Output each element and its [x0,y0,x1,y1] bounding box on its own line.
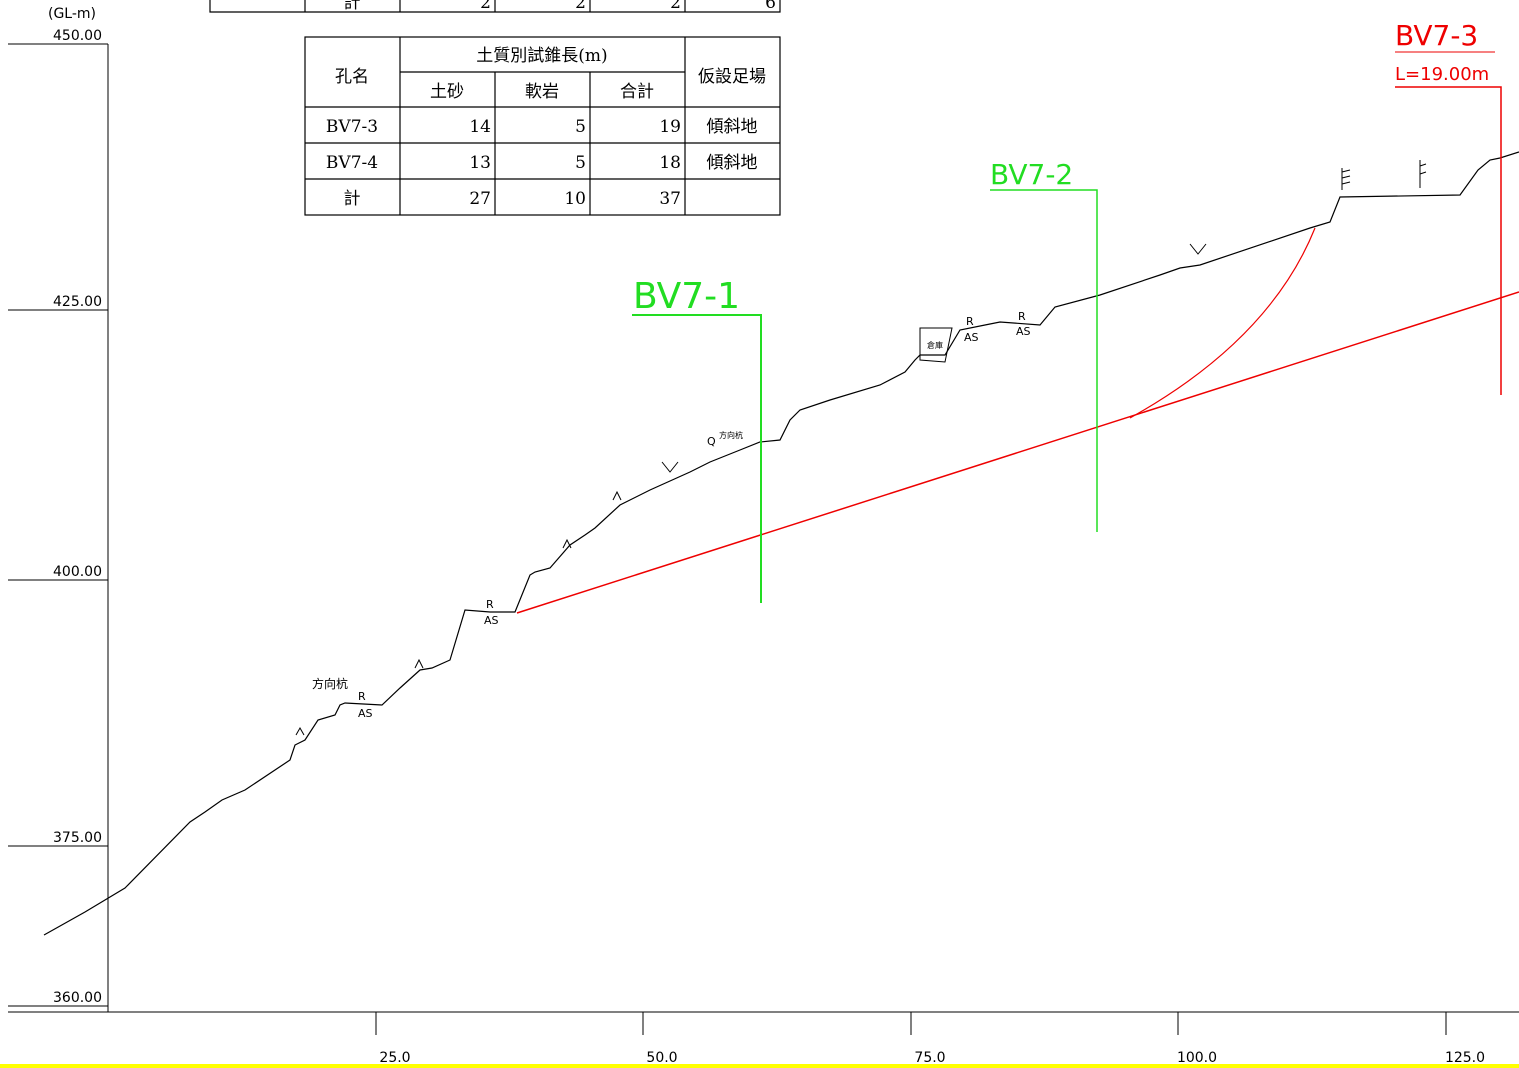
table-cell: 19 [659,117,681,137]
distance-label: 25.0 [379,1050,410,1066]
terrain-label: 方向杭 [312,676,348,691]
axes [8,44,1519,1013]
distance-label: 100.0 [1177,1050,1217,1066]
distance-label: 50.0 [646,1050,677,1066]
table-cell: 計 [344,0,361,13]
table-cell: 6 [765,0,776,13]
terrain-label: R [486,598,494,611]
table-cell: 計 [344,189,361,209]
table-cell: BV7-4 [326,153,378,173]
table-cell: 14 [469,117,491,137]
ground-line [43,151,1519,936]
elevation-label: 450.00 [53,28,102,44]
terrain-label: AS [964,331,979,344]
bedrock-line [516,291,1519,614]
table-cell: 5 [575,117,586,137]
table-cell: 傾斜地 [707,117,758,137]
distance-label: 125.0 [1445,1050,1485,1066]
axis-unit: (GL-m) [48,6,96,22]
table-header: 仮設足場 [698,67,766,87]
borehole-length: L=19.00m [1395,64,1489,85]
warehouse [919,327,953,363]
table-cell: 37 [659,189,681,209]
terrain-label: 方向杭 [719,430,743,440]
elevation-label: 425.00 [53,294,102,310]
table-cell: 27 [469,189,491,209]
terrain-label: R [358,690,366,703]
elevation-label: 375.00 [53,830,102,846]
table-cell: 10 [564,189,586,209]
table-cell: 18 [659,153,681,173]
table-cell: 2 [670,0,681,13]
table-header: 孔名 [335,67,369,87]
table-cell: 13 [469,153,491,173]
borehole-name: BV7-2 [990,158,1073,191]
distance-label: 75.0 [914,1050,945,1066]
borehole-lines [632,51,1502,603]
table-header: 軟岩 [525,82,559,102]
table-cell: 5 [575,153,586,173]
table-cell: 2 [575,0,586,13]
table-cell: 2 [480,0,491,13]
table-header: 土質別試錐長(m) [476,46,607,66]
terrain-label: AS [484,614,499,627]
terrain-label: 倉庫 [927,340,943,350]
borehole-name: BV7-1 [633,276,740,317]
tables [209,0,781,216]
terrain-label: R [1018,310,1026,323]
slip-surface [1129,227,1316,419]
table-header: 土砂 [430,82,464,102]
terrain-label: R [966,315,974,328]
terrain-label: AS [1016,325,1031,338]
elevation-label: 360.00 [53,990,102,1006]
terrain-label: AS [358,707,373,720]
table-header: 合計 [620,82,654,102]
elevation-label: 400.00 [53,564,102,580]
borehole-name: BV7-3 [1395,19,1478,52]
symbols [0,160,1519,1068]
table-cell: BV7-3 [326,117,378,137]
table-cell: 傾斜地 [707,153,758,173]
terrain-label: Q [707,435,716,448]
